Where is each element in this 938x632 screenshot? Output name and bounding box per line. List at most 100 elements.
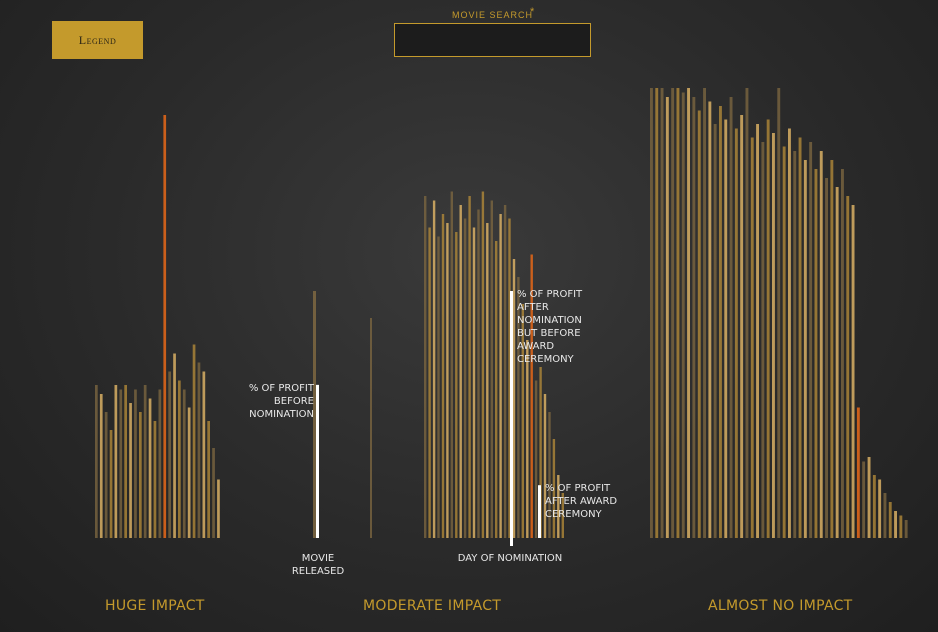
bar-1-17[interactable]	[499, 214, 502, 538]
bar-1-7[interactable]	[455, 232, 458, 538]
bar-1-18[interactable]	[503, 205, 507, 538]
bar-0-12[interactable]	[153, 421, 157, 538]
bar-2-10[interactable]	[703, 88, 706, 538]
bar-2-1[interactable]	[655, 88, 659, 538]
bar-1-26[interactable]	[539, 367, 542, 538]
bar-2-36[interactable]	[841, 169, 844, 538]
bar-1-12[interactable]	[477, 209, 480, 539]
bar-1-0[interactable]	[424, 196, 427, 538]
bar-1-13[interactable]	[481, 191, 485, 539]
bar-2-12[interactable]	[713, 124, 717, 538]
bar-1-29[interactable]	[552, 439, 556, 538]
bar-2-0[interactable]	[650, 88, 653, 538]
bar-2-44[interactable]	[883, 493, 887, 538]
bar-1-10[interactable]	[468, 196, 471, 538]
bar-0-2[interactable]	[104, 412, 108, 538]
bar-1-30[interactable]	[557, 475, 560, 538]
bar-2-4[interactable]	[671, 88, 675, 538]
bar-0-0[interactable]	[95, 385, 98, 538]
bar-1-5[interactable]	[446, 223, 449, 538]
bar-2-8[interactable]	[692, 97, 696, 538]
bar-2-48[interactable]	[904, 520, 908, 538]
bar-0-19[interactable]	[187, 407, 191, 539]
bar-0-6[interactable]	[124, 385, 127, 538]
bar-2-30[interactable]	[809, 142, 813, 538]
bar-0-21[interactable]	[197, 362, 201, 539]
bar-0-3[interactable]	[109, 430, 113, 538]
bar-1-19[interactable]	[508, 218, 511, 539]
bar-2-22[interactable]	[766, 119, 770, 539]
bar-1-4[interactable]	[441, 214, 445, 538]
bar-0-4[interactable]	[114, 385, 118, 538]
bar-1-28[interactable]	[548, 412, 551, 538]
bar-2-9[interactable]	[697, 110, 701, 539]
bar-2-38[interactable]	[851, 205, 855, 538]
bar-0-15[interactable]	[168, 371, 171, 539]
bar-2-5[interactable]	[676, 88, 680, 538]
bar-1-21[interactable]	[517, 277, 520, 538]
bar-0-5[interactable]	[119, 389, 123, 539]
bar-0-17[interactable]	[178, 380, 181, 539]
bar-2-33[interactable]	[825, 178, 828, 538]
bar-0-23[interactable]	[207, 421, 210, 538]
bar-0-13[interactable]	[158, 389, 162, 539]
bar-1-20[interactable]	[512, 259, 516, 538]
bar-1-27[interactable]	[543, 394, 547, 538]
bar-2-23[interactable]	[772, 133, 775, 538]
bar-0-25[interactable]	[217, 479, 220, 539]
bar-2-40[interactable]	[862, 461, 866, 539]
bar-2-20[interactable]	[756, 124, 759, 538]
bar-2-34[interactable]	[830, 160, 834, 538]
bar-0-24[interactable]	[212, 448, 215, 538]
bar-1-14[interactable]	[486, 223, 489, 538]
bar-1-24[interactable]	[530, 254, 533, 539]
bar-2-31[interactable]	[814, 169, 818, 538]
bar-1-1[interactable]	[428, 227, 431, 539]
bar-1-23[interactable]	[526, 340, 529, 538]
bar-2-26[interactable]	[788, 128, 791, 539]
bar-2-25[interactable]	[782, 146, 786, 539]
bar-0-1[interactable]	[99, 394, 103, 538]
bar-0-18[interactable]	[182, 389, 186, 539]
bar-2-28[interactable]	[798, 137, 802, 539]
bar-2-32[interactable]	[819, 151, 823, 538]
bar-1-11[interactable]	[472, 227, 476, 539]
bar-1-16[interactable]	[495, 241, 498, 538]
bar-1-22[interactable]	[521, 304, 524, 538]
bar-2-46[interactable]	[894, 511, 897, 538]
bar-2-18[interactable]	[745, 88, 749, 538]
bar-0-7[interactable]	[129, 403, 132, 538]
bar-2-47[interactable]	[899, 515, 903, 539]
bar-1-8[interactable]	[459, 205, 462, 538]
bar-2-21[interactable]	[761, 142, 765, 538]
bar-2-11[interactable]	[708, 101, 712, 539]
legend-button[interactable]: Legend	[52, 21, 143, 59]
bar-2-42[interactable]	[872, 475, 876, 538]
bar-1-31[interactable]	[561, 493, 564, 538]
bar-2-3[interactable]	[665, 97, 669, 538]
bar-2-24[interactable]	[777, 88, 781, 538]
bar-0-9[interactable]	[139, 412, 142, 538]
bar-2-45[interactable]	[888, 502, 892, 538]
bar-2-7[interactable]	[687, 88, 690, 538]
bar-1-3[interactable]	[437, 236, 440, 539]
bar-2-19[interactable]	[750, 137, 754, 539]
bar-1-9[interactable]	[463, 218, 467, 539]
bar-2-2[interactable]	[660, 88, 664, 538]
bar-2-43[interactable]	[878, 479, 882, 539]
bar-0-22[interactable]	[202, 371, 206, 539]
movie-search-input[interactable]	[394, 23, 591, 57]
bar-2-29[interactable]	[803, 160, 807, 538]
bar-0-11[interactable]	[148, 398, 152, 539]
bar-2-13[interactable]	[719, 106, 722, 538]
bar-2-39[interactable]	[856, 407, 860, 539]
bar-0-16[interactable]	[173, 353, 176, 539]
bar-0-10[interactable]	[143, 385, 147, 538]
bar-1-6[interactable]	[450, 191, 453, 539]
bar-1-25[interactable]	[534, 380, 538, 539]
bar-2-35[interactable]	[835, 187, 839, 538]
bar-0-14[interactable]	[163, 115, 167, 538]
bar-2-27[interactable]	[793, 151, 797, 538]
bar-2-16[interactable]	[734, 128, 738, 539]
bar-1-2[interactable]	[432, 200, 436, 539]
